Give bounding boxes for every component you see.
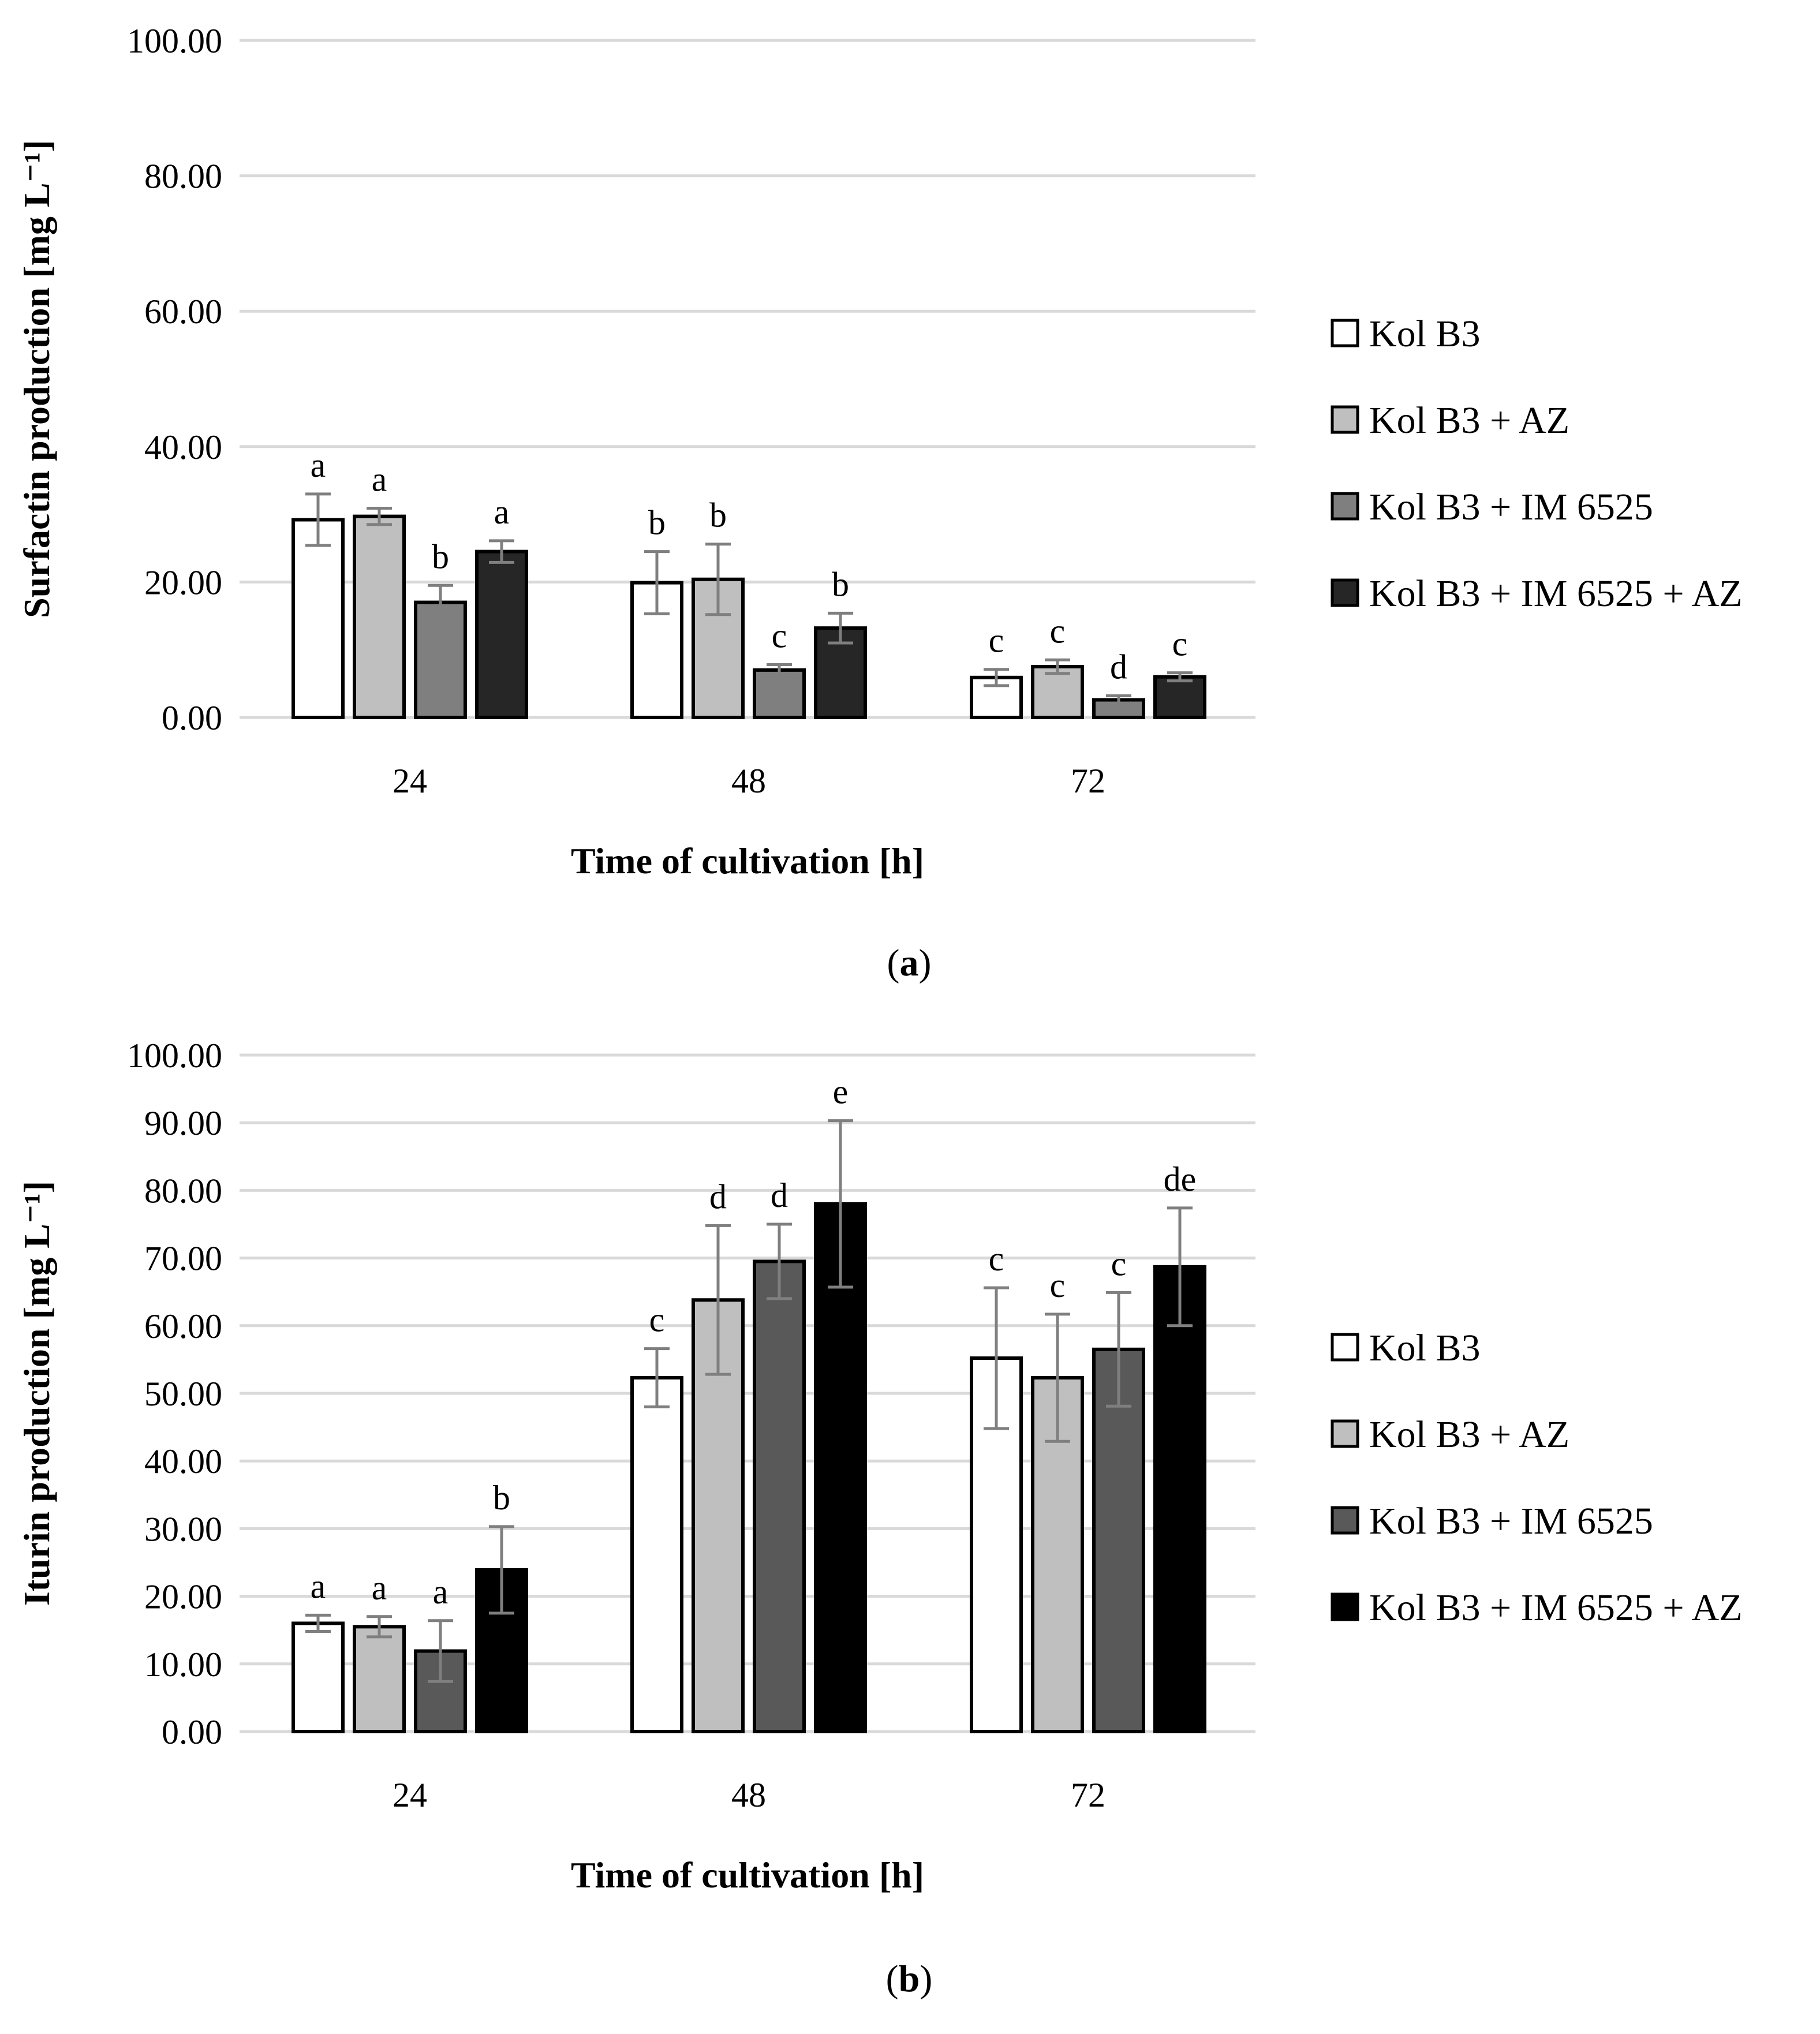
legend-label-1: Kol B3 (1369, 1327, 1481, 1369)
legend: Kol B3 Kol B3 + AZ Kol B3 + IM 6525 Kol B3 … (1331, 1327, 1742, 1629)
legend-swatch-4 (1331, 1592, 1359, 1621)
x-tick-label: 48 (731, 762, 766, 800)
x-tick-label: 24 (393, 762, 427, 800)
y-tick-label: 20.00 (144, 563, 222, 601)
y-tick-label: 80.00 (144, 1172, 222, 1210)
y-tick-label: 0.00 (162, 699, 222, 737)
legend-swatch-4 (1331, 578, 1359, 607)
significance-label: b (648, 504, 666, 542)
bar-4-72 (1153, 1265, 1206, 1733)
legend-label-1: Kol B3 (1369, 313, 1481, 355)
legend-swatch-3 (1331, 492, 1359, 521)
bar-3-48 (753, 668, 806, 720)
legend: Kol B3 Kol B3 + AZ Kol B3 + IM 6525 Kol B3 … (1331, 313, 1742, 615)
significance-label: a (372, 461, 387, 499)
legend-label-4: Kol B3 + IM 6525 + AZ (1369, 573, 1742, 615)
panel-caption: (b) (886, 1958, 933, 2000)
significance-label: b (709, 496, 727, 534)
y-tick-label: 0.00 (162, 1713, 222, 1751)
y-tick-label: 10.00 (144, 1646, 222, 1684)
y-tick-label: 100.00 (127, 1037, 222, 1075)
chart-panel-b: 0.00 10.00 20.00 30.00 40.00 50.00 60.00 70.00 8… (16, 1037, 1742, 2000)
significance-label: c (1172, 625, 1188, 663)
significance-label: d (1110, 648, 1127, 686)
bar-3-24 (414, 600, 467, 719)
significance-label: c (989, 1240, 1004, 1278)
significance-label: c (989, 622, 1004, 660)
legend-label-3: Kol B3 + IM 6525 (1369, 1500, 1653, 1542)
y-tick-label: 40.00 (144, 1442, 222, 1480)
legend-label-4: Kol B3 + IM 6525 + AZ (1369, 1587, 1742, 1629)
x-tick-label: 72 (1071, 1776, 1105, 1814)
legend-label-2: Kol B3 + AZ (1369, 399, 1569, 442)
significance-label: c (1050, 1266, 1066, 1304)
significance-label: a (311, 446, 326, 484)
legend-label-3: Kol B3 + IM 6525 (1369, 486, 1653, 528)
y-tick-label: 50.00 (144, 1375, 222, 1413)
chart-panel-a: 0.00 20.00 40.00 60.00 80.00 100.00 Surfactin … (16, 22, 1742, 984)
bar-2-24 (353, 514, 406, 720)
y-tick-label: 80.00 (144, 158, 222, 196)
panel-caption-letter: b (899, 1958, 920, 2000)
y-tick-label: 20.00 (144, 1578, 222, 1616)
y-axis-title: Surfactin production [mg L⁻¹] (16, 140, 57, 618)
panel-caption: (a) (887, 942, 932, 984)
legend-label-2: Kol B3 + AZ (1369, 1414, 1569, 1456)
significance-label: d (709, 1177, 727, 1216)
y-tick-label: 40.00 (144, 428, 222, 466)
significance-label: a (433, 1573, 449, 1611)
significance-label: a (311, 1567, 326, 1605)
significance-label: a (372, 1569, 387, 1607)
x-tick-label: 72 (1071, 762, 1105, 800)
significance-label: b (832, 565, 849, 603)
legend-swatch-1 (1331, 1333, 1359, 1362)
significance-label: b (432, 537, 449, 575)
significance-label: de (1164, 1160, 1197, 1198)
significance-label: a (494, 493, 510, 531)
y-tick-label: 60.00 (144, 293, 222, 331)
bar-3-48 (753, 1259, 806, 1733)
bar-1-48 (630, 1376, 683, 1733)
x-axis-title: Time of cultivation [h] (571, 1854, 924, 1895)
legend-swatch-1 (1331, 319, 1359, 347)
significance-label: e (833, 1073, 849, 1111)
x-tick-label: 48 (731, 1776, 766, 1814)
bar-2-72 (1031, 665, 1084, 720)
legend-swatch-2 (1331, 405, 1359, 434)
significance-label: b (493, 1479, 510, 1517)
significance-label: d (771, 1176, 788, 1214)
y-tick-label: 100.00 (127, 22, 222, 60)
y-tick-label: 60.00 (144, 1307, 222, 1345)
y-tick-label: 30.00 (144, 1510, 222, 1548)
legend-swatch-3 (1331, 1506, 1359, 1535)
bar-1-24 (292, 1621, 345, 1733)
panel-caption-letter: a (900, 942, 919, 984)
y-axis-title: Iturin production [mg L⁻¹] (16, 1181, 57, 1606)
legend-swatch-2 (1331, 1419, 1359, 1448)
significance-label: c (1050, 612, 1066, 650)
x-tick-label: 24 (393, 1776, 427, 1814)
bar-4-72 (1153, 675, 1206, 719)
significance-label: c (649, 1301, 665, 1339)
bar-2-24 (353, 1625, 406, 1734)
x-axis-title: Time of cultivation [h] (571, 840, 924, 881)
significance-label: c (772, 617, 787, 655)
bar-4-24 (475, 549, 528, 719)
significance-label: c (1111, 1244, 1127, 1283)
bar-1-24 (292, 518, 345, 719)
y-tick-label: 90.00 (144, 1104, 222, 1142)
y-tick-label: 70.00 (144, 1240, 222, 1278)
